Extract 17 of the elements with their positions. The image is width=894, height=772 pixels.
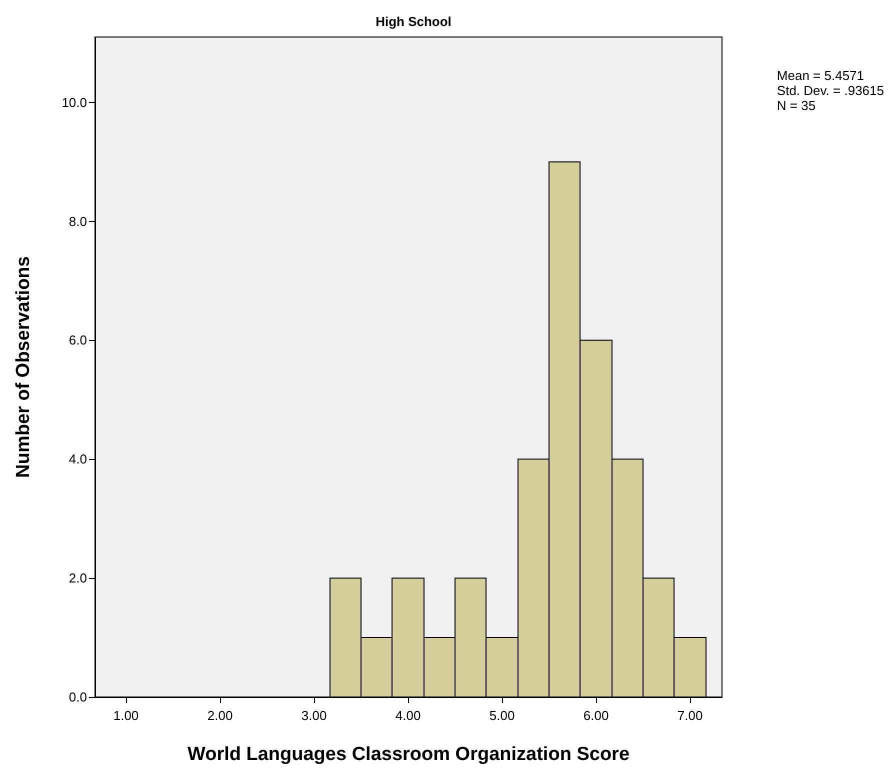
x-tick-label: 4.00 — [395, 708, 421, 723]
y-tick-label: 6.0 — [68, 332, 87, 348]
y-tick-label: 8.0 — [68, 214, 87, 229]
x-tick-label: 7.00 — [677, 708, 703, 723]
x-tick-label: 1.00 — [113, 708, 139, 723]
x-tick-label: 2.00 — [207, 708, 233, 723]
chart-title: High School — [376, 14, 452, 29]
y-tick-label: 10.0 — [62, 94, 87, 110]
x-axis-title: World Languages Classroom Organization Score — [187, 744, 630, 765]
x-tick-label: 6.00 — [583, 708, 609, 723]
text: Mean = 5.4571 Std. Dev. = .93615 N = 35 — [776, 68, 884, 113]
y-axis-title: Number of Observations — [13, 256, 34, 478]
x-tick-label: 5.00 — [489, 708, 515, 723]
y-tick-label: 2.0 — [68, 570, 87, 586]
y-tick-label: 0.0 — [68, 690, 87, 704]
y-tick-label: 4.0 — [68, 452, 87, 467]
x-tick-label: 3.00 — [301, 708, 327, 723]
